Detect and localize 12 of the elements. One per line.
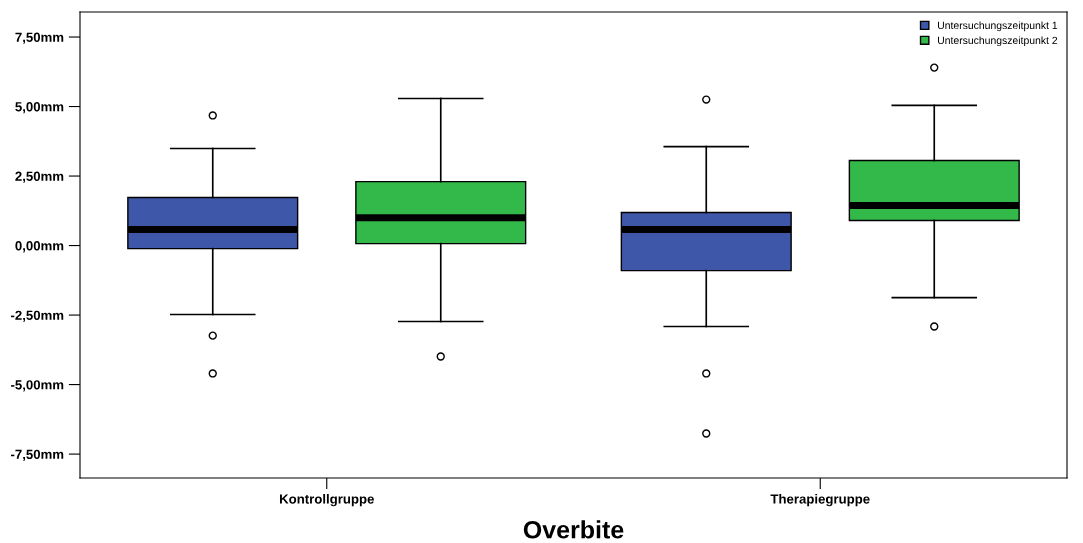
x-axis-title: Overbite xyxy=(523,520,624,539)
y-tick-label: 2,50mm xyxy=(15,171,64,183)
legend-label: Untersuchungszeitpunkt 2 xyxy=(937,36,1058,47)
x-tick-label: Kontrollgruppe xyxy=(280,493,374,507)
y-tick-label: -7,50mm xyxy=(11,449,64,461)
y-tick-label: 5,00mm xyxy=(15,102,64,114)
y-tick-label: 0,00mm xyxy=(15,241,64,253)
y-tick-label: -5,00mm xyxy=(11,380,64,392)
y-tick-label: -2,50mm xyxy=(11,310,64,322)
y-tick-label: 7,50mm xyxy=(15,32,64,44)
x-tick-label: Therapiegruppe xyxy=(770,493,870,507)
legend-label: Untersuchungszeitpunkt 1 xyxy=(937,21,1058,32)
